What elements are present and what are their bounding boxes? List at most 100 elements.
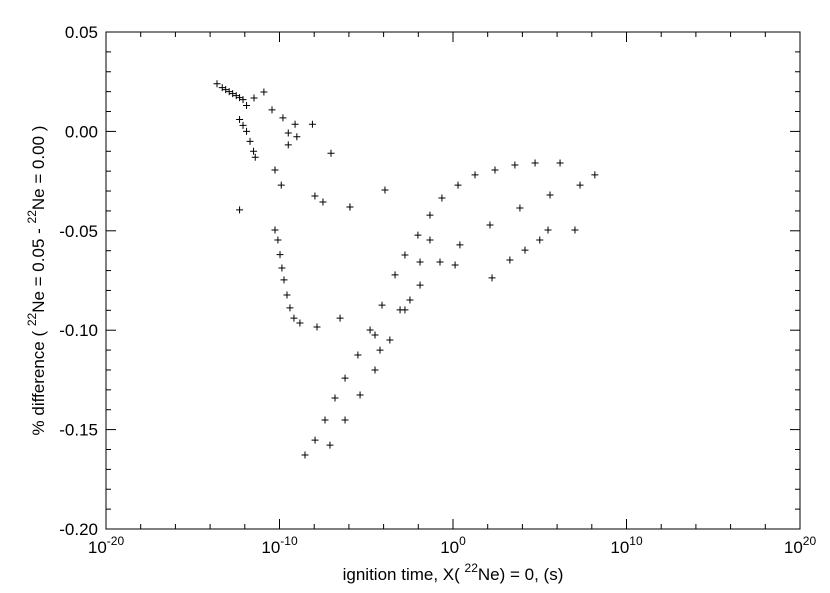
marker [486, 221, 494, 229]
superscript: 22 [465, 561, 479, 575]
marker [327, 149, 335, 157]
y-tick-label: 0.05 [65, 23, 98, 42]
marker [276, 251, 284, 259]
x-tick-label: 1020 [784, 534, 817, 557]
x-tick-label: 1010 [610, 534, 643, 557]
marker [293, 133, 301, 141]
marker [283, 291, 291, 299]
marker [576, 181, 584, 189]
marker [391, 271, 399, 279]
x-tick-label: 100 [440, 534, 466, 557]
y-tick-label: -0.15 [59, 421, 98, 440]
marker [284, 129, 292, 137]
marker [346, 203, 354, 211]
marker [296, 319, 304, 327]
y-axis-label: % difference ( 22Ne = 0.05 - 22Ne = 0.00… [25, 126, 48, 436]
marker [243, 102, 251, 110]
marker [301, 451, 309, 459]
marker [319, 198, 327, 206]
marker [371, 366, 379, 374]
marker [366, 326, 374, 334]
marker [354, 351, 362, 359]
marker [239, 121, 247, 129]
marker [236, 115, 244, 123]
marker [274, 236, 282, 244]
marker [271, 226, 279, 234]
marker [378, 301, 386, 309]
y-tick-label: 0.00 [65, 122, 98, 141]
marker [544, 226, 552, 234]
marker [222, 86, 230, 94]
plot-frame [105, 31, 801, 530]
marker [506, 256, 514, 264]
x-tick-base: 10 [261, 538, 280, 557]
marker [416, 281, 424, 289]
marker [321, 416, 329, 424]
marker [284, 141, 292, 149]
x-tick-label: 10-20 [88, 534, 125, 557]
marker [271, 166, 279, 174]
marker [229, 90, 237, 98]
superscript: 22 [25, 210, 39, 224]
label-text: Ne) = 0, (s) [478, 565, 564, 584]
marker [326, 441, 334, 449]
x-tick-base: 10 [610, 538, 629, 557]
marker [406, 296, 414, 304]
marker [311, 192, 319, 200]
marker [396, 306, 404, 314]
marker [341, 416, 349, 424]
marker [386, 336, 394, 344]
marker [438, 194, 446, 202]
marker [491, 166, 499, 174]
marker [451, 261, 459, 269]
x-tick-exponent: -20 [107, 534, 125, 548]
marker [268, 106, 276, 114]
x-axis-label: ignition time, X( 22Ne) = 0, (s) [343, 561, 564, 584]
marker [311, 436, 319, 444]
marker [279, 114, 287, 122]
marker [277, 181, 285, 189]
marker [341, 374, 349, 382]
marker [290, 314, 298, 322]
x-tick-exponent: 10 [629, 534, 643, 548]
marker [356, 391, 364, 399]
y-tick-label: -0.05 [59, 222, 98, 241]
label-text: % difference ( [29, 326, 48, 435]
marker [414, 231, 422, 239]
marker [250, 147, 258, 155]
marker [426, 211, 434, 219]
x-tick-exponent: 20 [803, 534, 817, 548]
marker [401, 251, 409, 259]
marker [531, 159, 539, 167]
marker [371, 331, 379, 339]
marker [516, 204, 524, 212]
x-tick-base: 10 [440, 538, 459, 557]
marker [381, 186, 389, 194]
marker [436, 258, 444, 266]
marker [426, 236, 434, 244]
marker [546, 191, 554, 199]
marker [246, 137, 254, 145]
marker [250, 94, 258, 102]
marker [454, 181, 462, 189]
marker [571, 226, 579, 234]
marker [213, 80, 221, 88]
marker [488, 274, 496, 282]
marker [376, 346, 384, 354]
label-text: Ne = 0.05 - [29, 223, 48, 312]
marker [308, 120, 316, 128]
marker [260, 88, 268, 96]
marker [313, 323, 321, 331]
y-tick-label: -0.10 [59, 321, 98, 340]
label-text: ignition time, X( [343, 565, 465, 584]
marker [591, 171, 599, 179]
x-tick-base: 10 [784, 538, 803, 557]
marker [251, 153, 259, 161]
marker [336, 314, 344, 322]
marker [291, 120, 299, 128]
marker [511, 161, 519, 169]
x-tick-base: 10 [88, 538, 107, 557]
marker [471, 171, 479, 179]
marker [243, 127, 251, 135]
